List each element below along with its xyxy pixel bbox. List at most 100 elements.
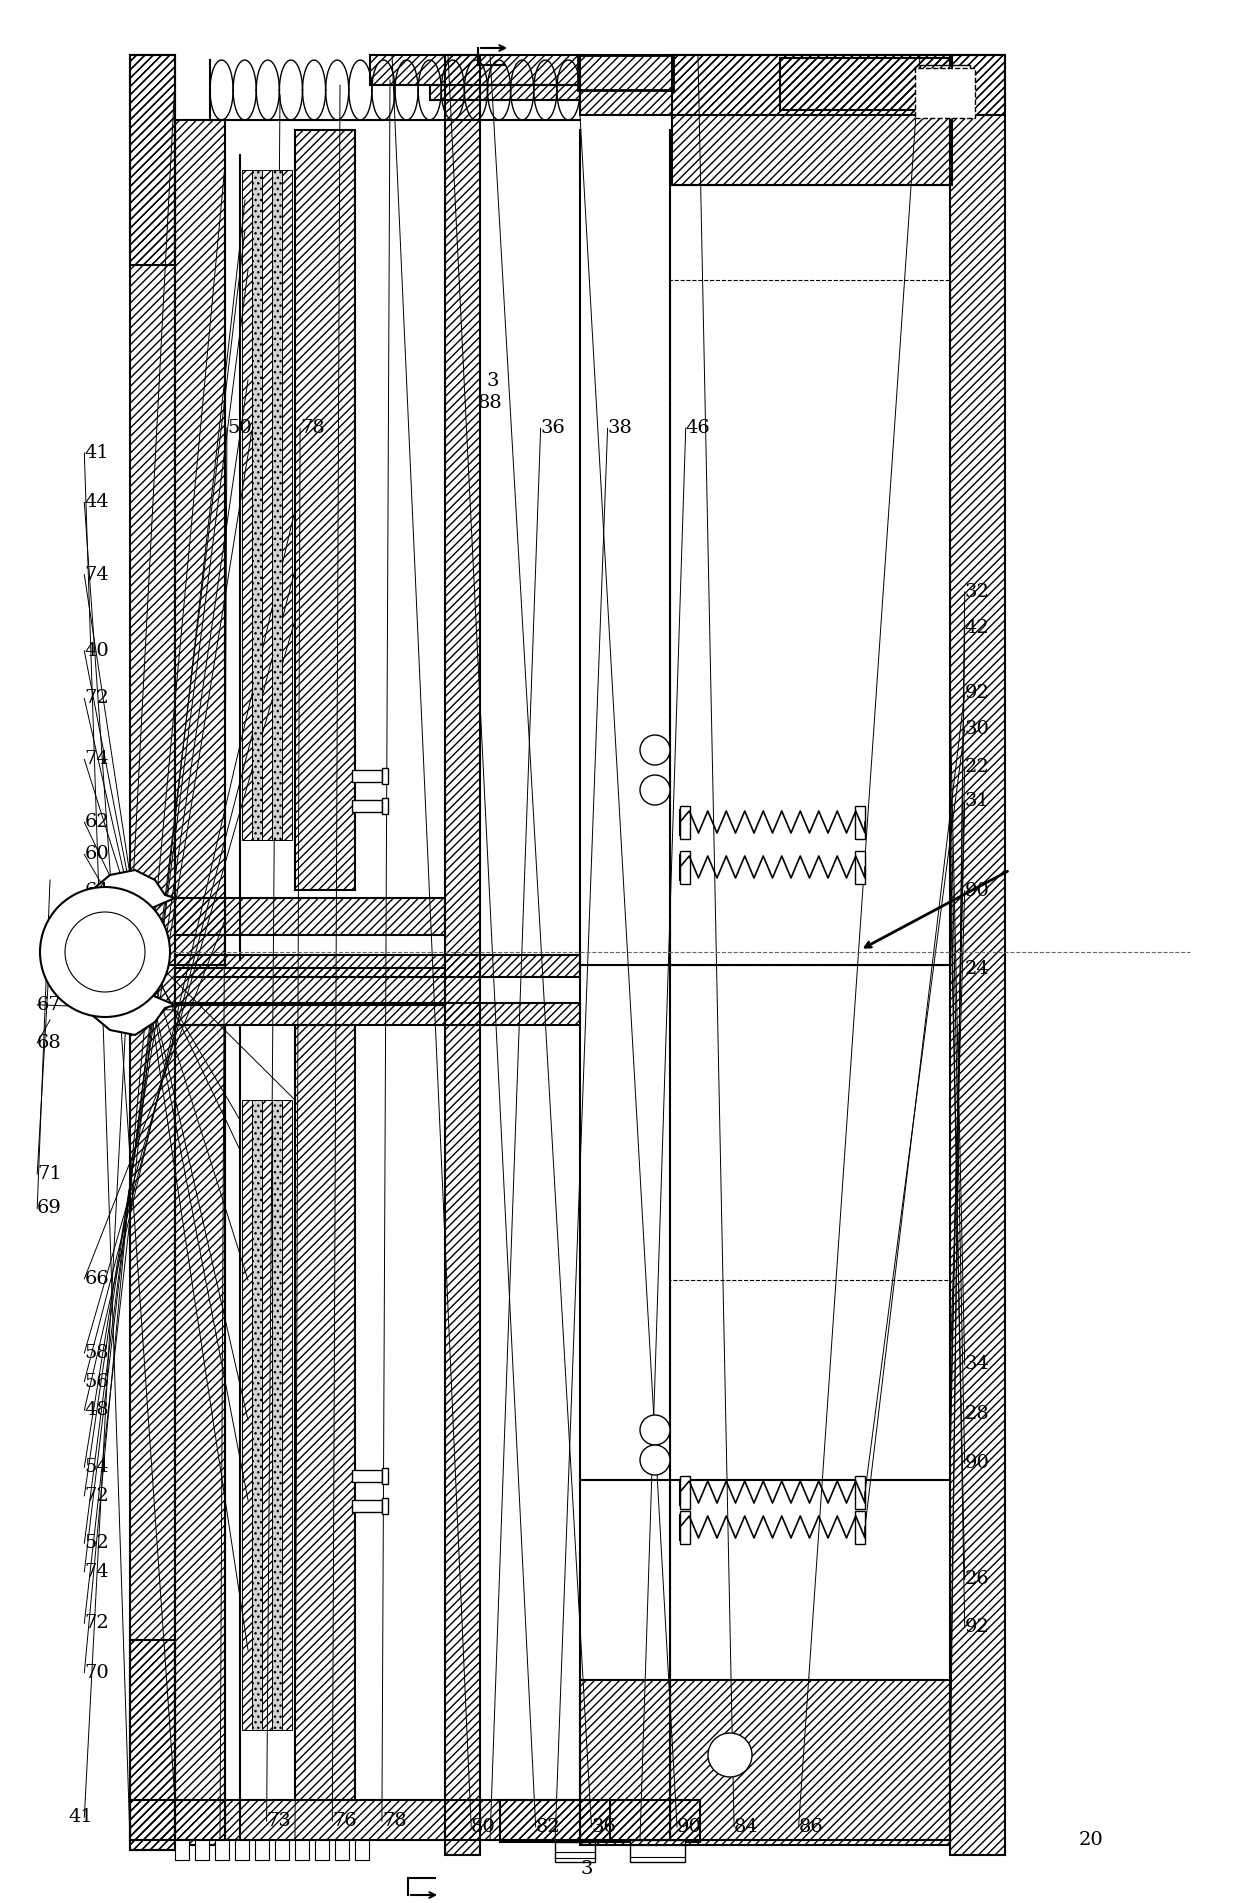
Text: 80: 80 — [471, 1817, 496, 1836]
Text: 41: 41 — [84, 443, 109, 462]
Bar — [670, 1281, 950, 1840]
Bar — [262, 1100, 272, 1730]
Text: 66: 66 — [84, 1269, 109, 1288]
Bar — [255, 1840, 269, 1859]
Circle shape — [640, 1416, 670, 1444]
Circle shape — [640, 1444, 670, 1475]
Bar — [262, 169, 272, 839]
Bar — [382, 1498, 388, 1515]
Bar — [352, 771, 382, 782]
Bar — [315, 1840, 329, 1859]
Bar — [382, 1467, 388, 1484]
Text: 74: 74 — [84, 565, 109, 584]
Circle shape — [640, 735, 670, 765]
Text: 86: 86 — [799, 1817, 823, 1836]
Text: 3: 3 — [580, 1859, 593, 1878]
Text: 60: 60 — [84, 845, 109, 864]
Bar — [580, 55, 1004, 114]
Text: 78: 78 — [300, 419, 325, 438]
Bar — [578, 55, 673, 89]
Circle shape — [64, 912, 145, 991]
Text: 28: 28 — [965, 1404, 990, 1423]
Bar — [130, 55, 175, 965]
Text: 24: 24 — [965, 959, 990, 978]
Text: 82: 82 — [536, 1817, 560, 1836]
Bar — [335, 1840, 348, 1859]
Bar — [915, 69, 975, 118]
Bar — [215, 1840, 229, 1859]
Bar — [175, 1026, 224, 1846]
Bar — [856, 807, 866, 839]
Bar — [382, 797, 388, 814]
Bar — [275, 1840, 289, 1859]
Bar — [445, 55, 480, 1855]
Text: 64: 64 — [84, 881, 109, 900]
Bar — [680, 1511, 689, 1543]
Circle shape — [640, 775, 670, 805]
Text: 36: 36 — [591, 1817, 616, 1836]
Bar — [242, 1100, 252, 1730]
Text: 92: 92 — [965, 1618, 990, 1637]
Bar — [281, 1100, 291, 1730]
Text: 52: 52 — [84, 1534, 109, 1553]
Text: 90: 90 — [677, 1817, 702, 1836]
Text: 30: 30 — [965, 719, 990, 738]
Text: 44: 44 — [84, 493, 109, 512]
Bar — [175, 955, 580, 976]
Text: 40: 40 — [84, 641, 109, 660]
Bar — [680, 1477, 689, 1509]
Bar — [175, 1003, 580, 1026]
Bar — [856, 1477, 866, 1509]
Text: 3: 3 — [486, 371, 498, 390]
Bar — [130, 1800, 610, 1840]
Text: 71: 71 — [37, 1165, 62, 1184]
Text: 62: 62 — [84, 813, 109, 832]
Text: 42: 42 — [965, 618, 990, 638]
Text: 50: 50 — [227, 419, 252, 438]
Text: 92: 92 — [965, 683, 990, 702]
Text: 68: 68 — [37, 1033, 62, 1052]
Bar — [236, 1840, 249, 1859]
Bar — [680, 807, 689, 839]
Bar — [175, 898, 445, 934]
Text: 38: 38 — [608, 419, 632, 438]
Text: 46: 46 — [686, 419, 711, 438]
Text: 54: 54 — [84, 1458, 109, 1477]
Bar — [920, 65, 970, 110]
Bar — [580, 1680, 950, 1846]
Bar — [355, 1840, 370, 1859]
Bar — [242, 169, 252, 839]
Bar — [195, 1840, 210, 1859]
Bar — [252, 1100, 262, 1730]
Bar — [175, 969, 445, 1005]
Text: 41: 41 — [68, 1808, 93, 1827]
Text: 72: 72 — [84, 1614, 109, 1633]
Bar — [295, 1026, 355, 1800]
Text: 32: 32 — [965, 582, 990, 601]
Text: 70: 70 — [84, 1663, 109, 1682]
Text: 78: 78 — [382, 1812, 407, 1831]
Bar — [272, 169, 281, 839]
Bar — [780, 57, 950, 110]
Bar — [295, 129, 355, 891]
Text: 76: 76 — [332, 1812, 357, 1831]
Text: 84: 84 — [734, 1817, 759, 1836]
Text: 58: 58 — [84, 1344, 109, 1363]
Bar — [672, 55, 952, 185]
Bar — [252, 169, 262, 839]
Circle shape — [708, 1734, 751, 1777]
Bar — [281, 169, 291, 839]
Bar — [130, 1640, 175, 1850]
Bar — [856, 851, 866, 885]
Text: 88: 88 — [477, 394, 502, 413]
Bar — [272, 1100, 281, 1730]
Polygon shape — [50, 952, 175, 1035]
Bar — [382, 769, 388, 784]
Text: 69: 69 — [37, 1199, 62, 1218]
Text: 72: 72 — [84, 689, 109, 708]
Text: 73: 73 — [267, 1812, 291, 1831]
Bar — [175, 120, 224, 965]
Polygon shape — [50, 870, 175, 952]
Bar — [680, 851, 689, 885]
Text: 31: 31 — [965, 792, 990, 811]
